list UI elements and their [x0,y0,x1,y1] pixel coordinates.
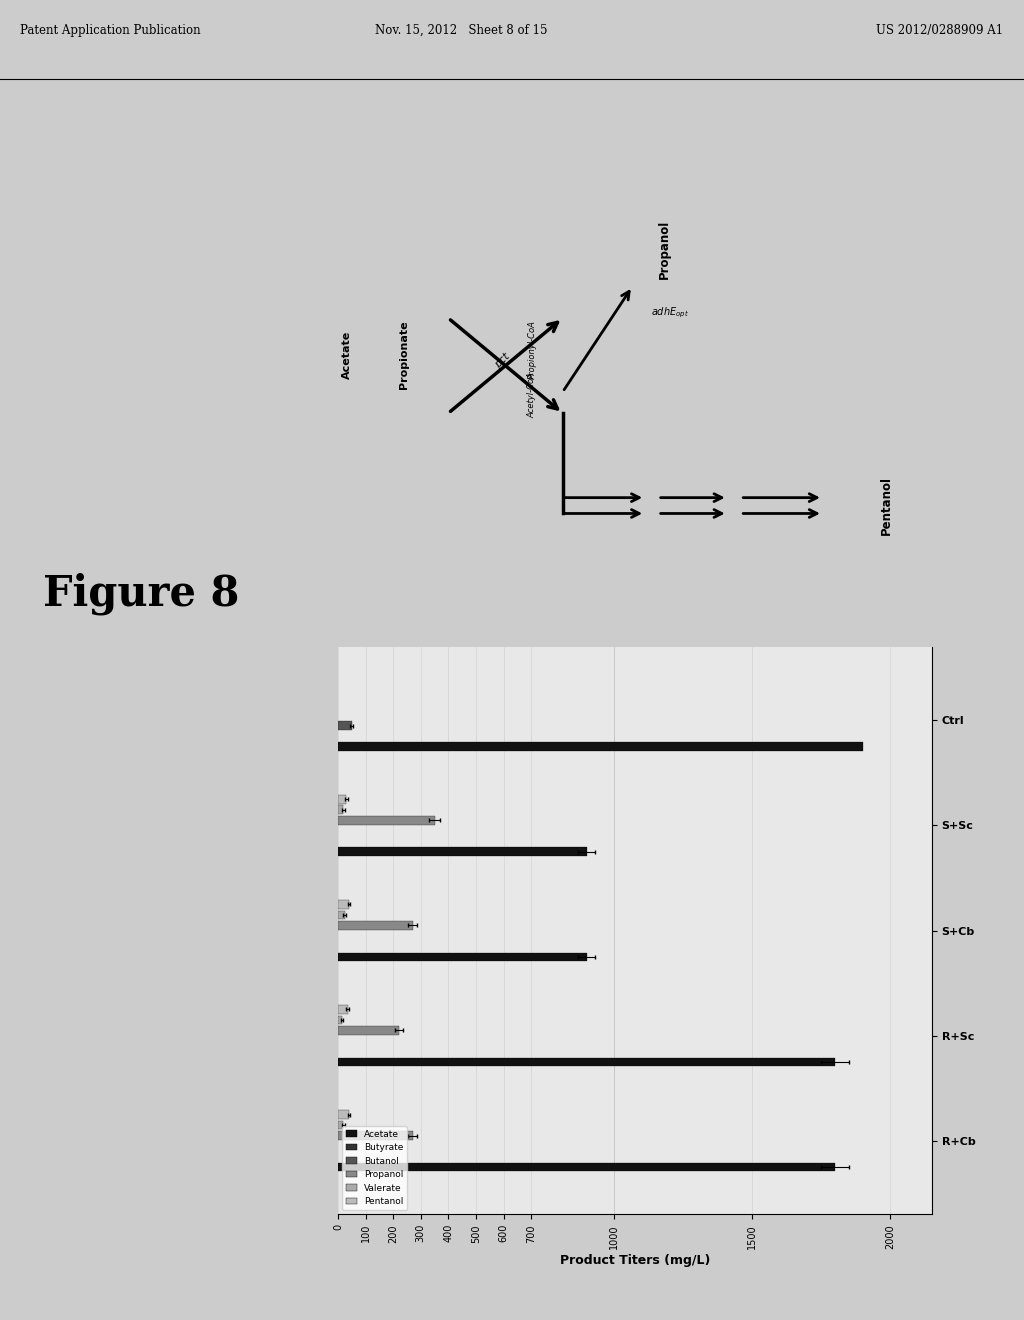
Bar [338,816,434,825]
Bar [338,953,587,961]
Text: Propanol: Propanol [657,220,671,279]
Bar [338,911,345,919]
X-axis label: Product Titers (mg/L): Product Titers (mg/L) [560,1254,710,1267]
Bar [338,1110,349,1119]
Bar [338,721,351,730]
Text: Propionyl-CoA: Propionyl-CoA [527,321,537,379]
Bar [338,1026,398,1035]
Bar [338,805,343,814]
Legend: Acetate, Butyrate, Butanol, Propanol, Valerate, Pentanol: Acetate, Butyrate, Butanol, Propanol, Va… [342,1126,408,1210]
Text: Pentanol: Pentanol [880,477,893,535]
Bar [338,921,413,929]
Bar [338,742,863,751]
Text: Figure 8: Figure 8 [43,573,240,615]
Text: US 2012/0288909 A1: US 2012/0288909 A1 [877,24,1004,37]
Text: pct: pct [493,351,512,370]
Bar [338,1005,347,1014]
Bar [338,847,587,857]
Bar [338,1121,343,1130]
Bar [338,900,349,908]
Text: adhE$_{opt}$: adhE$_{opt}$ [651,306,689,319]
Bar [338,1163,836,1171]
Text: Acetate: Acetate [342,331,351,379]
Text: Propionate: Propionate [399,321,409,389]
Bar [338,795,346,804]
Text: Acetyl-CoA: Acetyl-CoA [527,372,537,417]
Text: Nov. 15, 2012   Sheet 8 of 15: Nov. 15, 2012 Sheet 8 of 15 [375,24,547,37]
Bar [338,1131,413,1140]
Text: Patent Application Publication: Patent Application Publication [20,24,201,37]
Bar [338,1057,836,1067]
Bar [338,1015,342,1024]
